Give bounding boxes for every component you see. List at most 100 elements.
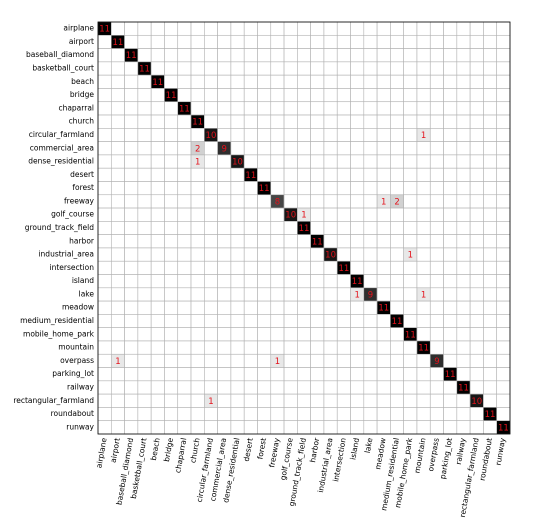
cell [150,21,165,36]
x-tick-label: airplane [94,437,108,469]
cell [190,407,205,422]
cell-label: 11 [312,237,323,247]
cell [483,114,498,129]
cell [230,114,245,129]
cell [297,367,311,382]
cell [456,234,471,249]
y-tick-label: lake [79,289,95,298]
cell [363,48,378,63]
cell [110,380,125,395]
cell [323,234,338,249]
cell [350,314,365,328]
cell [190,274,205,289]
cell [97,207,112,222]
cell [150,141,165,156]
cell [496,367,511,382]
cell [323,380,338,395]
cell [310,74,325,89]
cell [243,141,258,156]
cell [323,393,338,408]
cell [190,181,205,196]
cell [190,128,205,142]
cell [177,114,192,129]
cell [177,393,192,408]
cell [456,207,471,222]
cell [110,74,125,89]
cell [97,393,112,408]
cell [483,234,498,249]
cell-label: 11 [352,277,363,287]
cell [137,154,152,169]
cell [243,88,258,103]
cell [350,154,365,169]
cell [230,287,245,302]
cell [283,247,298,262]
cell [323,167,338,182]
cell [456,21,471,36]
cell [137,420,152,435]
cell [110,101,125,116]
cell [323,420,338,435]
cell [257,274,272,289]
cell [137,167,152,182]
cell [124,380,139,395]
cell [243,380,258,395]
cell-label: 11 [192,118,203,128]
cell [403,74,418,89]
cell [323,128,338,142]
cell [323,300,338,315]
x-tick-label: island [348,437,361,461]
cell [217,194,232,209]
cell [177,300,192,315]
cell [217,128,232,142]
cell [363,101,378,116]
cell [137,74,152,89]
cell [496,141,511,156]
cell [363,420,378,435]
cell [283,300,298,315]
cell [390,154,404,169]
cell [456,61,471,76]
cell [336,274,351,289]
cell [283,274,298,289]
cell [283,340,298,355]
cell [403,353,418,368]
x-tick-label: beach [149,437,162,461]
cell [270,367,285,382]
x-tick-label: forest [255,437,268,460]
cell [217,314,232,328]
cell [230,207,245,222]
cell [456,287,471,302]
cell [323,154,338,169]
cell [124,274,139,289]
cell [150,274,165,289]
cell [204,181,218,196]
cell [230,380,245,395]
cell [416,300,431,315]
cell [137,367,152,382]
cell [190,167,205,182]
cell [230,407,245,422]
cell [350,327,365,342]
y-tick-label: beach [71,77,94,86]
cell [403,340,418,355]
cell [110,114,125,129]
cell [443,260,458,275]
cell [323,74,338,89]
cell [270,221,285,235]
cell [164,287,179,302]
y-tick-label: railway [67,382,95,391]
cell [257,48,272,63]
cell [270,88,285,103]
cell [110,61,125,76]
cell [177,141,192,156]
cell [164,300,179,315]
cell [150,128,165,142]
cell [137,34,152,49]
cell [137,128,152,142]
y-tick-label: mobile_home_park [23,329,95,338]
cell [363,314,378,328]
cell [483,34,498,49]
cell [204,141,218,156]
cell [403,221,418,235]
